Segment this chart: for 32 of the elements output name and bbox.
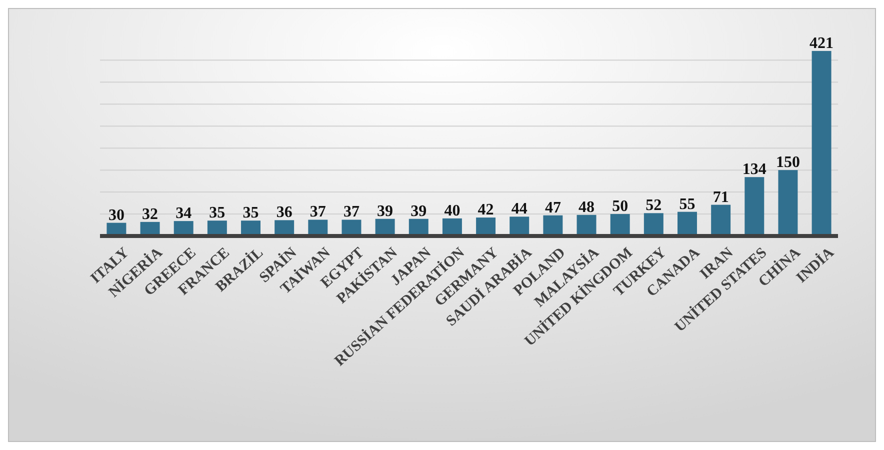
data-label: 71 bbox=[712, 188, 729, 206]
data-label: 37 bbox=[343, 204, 360, 221]
data-label: 39 bbox=[377, 202, 394, 220]
bar bbox=[678, 212, 697, 236]
data-label: 44 bbox=[511, 200, 528, 218]
bar bbox=[711, 204, 731, 236]
bar bbox=[510, 216, 530, 236]
data-label: 32 bbox=[142, 206, 158, 223]
data-label: 52 bbox=[646, 197, 662, 214]
data-label: 34 bbox=[176, 205, 192, 222]
data-label: 48 bbox=[578, 198, 595, 216]
data-label: 42 bbox=[478, 202, 494, 219]
data-label: 47 bbox=[544, 199, 561, 216]
data-label: 39 bbox=[410, 202, 427, 220]
bar bbox=[644, 213, 664, 236]
data-label: 35 bbox=[242, 204, 259, 222]
data-label: 30 bbox=[108, 206, 124, 224]
data-label: 150 bbox=[776, 154, 800, 172]
data-label: 55 bbox=[679, 196, 696, 213]
data-label: 421 bbox=[810, 34, 834, 52]
data-label: 35 bbox=[209, 204, 226, 222]
bar bbox=[576, 214, 596, 236]
data-label: 50 bbox=[612, 198, 628, 216]
data-label: 37 bbox=[310, 204, 326, 221]
bar bbox=[543, 215, 563, 236]
data-label: 36 bbox=[276, 204, 292, 222]
data-label: 40 bbox=[444, 202, 460, 220]
bar bbox=[778, 170, 798, 236]
bar bbox=[610, 214, 630, 236]
data-label: 134 bbox=[742, 161, 766, 178]
bar bbox=[812, 50, 832, 236]
bar bbox=[744, 177, 764, 236]
